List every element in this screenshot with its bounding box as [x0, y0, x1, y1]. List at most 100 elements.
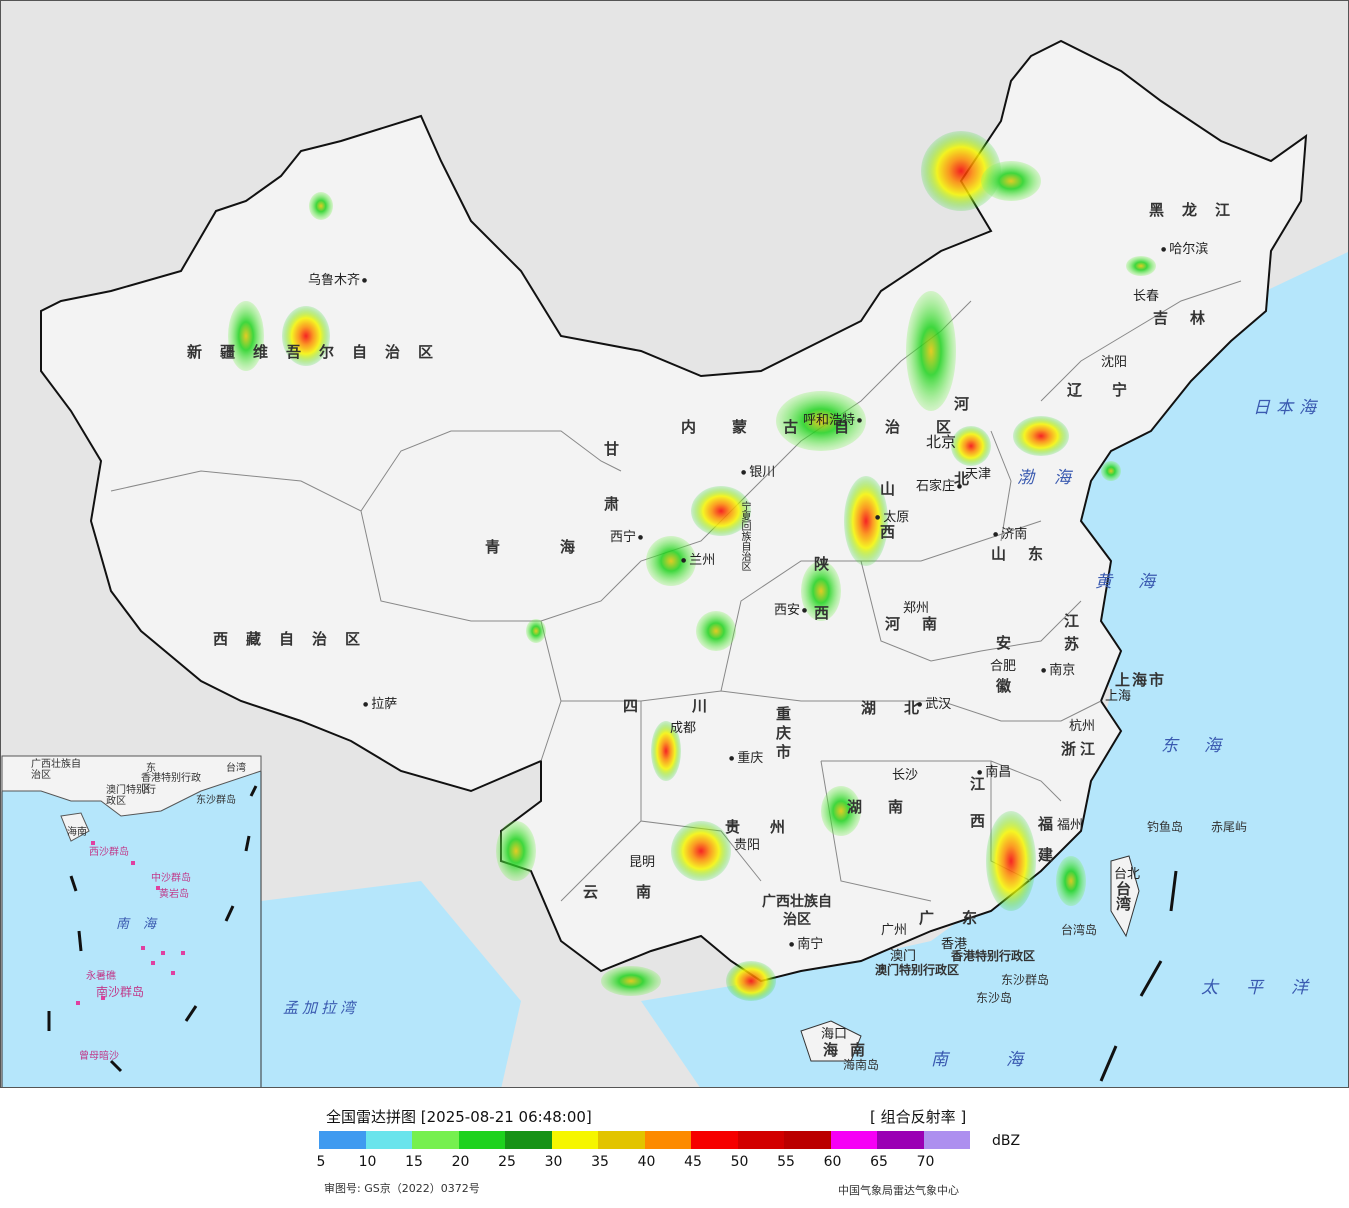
- island-chiwei: 赤尾屿: [1211, 820, 1248, 834]
- hainan-island: [800, 1020, 862, 1062]
- city-taiyuan: 太原: [875, 506, 909, 525]
- legend-title: 全国雷达拼图 [2025-08-21 06:48:00]: [326, 1108, 592, 1126]
- city-zhengzhou: 郑州: [903, 601, 930, 616]
- legend-swatch: [319, 1131, 366, 1149]
- legend-swatch: [644, 1131, 691, 1149]
- legend: 全国雷达拼图 [2025-08-21 06:48:00] [ 组合反射率 ] d…: [0, 1088, 1349, 1208]
- city-shijiazhuang: 石家庄: [916, 475, 962, 494]
- city-harbin: 哈尔滨: [1161, 238, 1208, 257]
- province-qinghai: 青海: [485, 538, 636, 556]
- city-lanzhou: 兰州: [681, 549, 715, 568]
- nine-dash-line: [47, 785, 1178, 1082]
- legend-tick: 45: [684, 1154, 702, 1170]
- city-nanjing: 南京: [1041, 659, 1075, 678]
- province-jiangxi: 江西: [968, 776, 986, 850]
- city-changsha: 长沙: [892, 768, 919, 783]
- inset-zengmu: 曾母暗沙: [79, 1051, 119, 1062]
- sea-south: 南海: [931, 1050, 1081, 1070]
- city-fuzhou: 福州: [1057, 818, 1084, 833]
- legend-swatch: [412, 1131, 459, 1149]
- city-changchun: 长春: [1133, 289, 1160, 304]
- legend-tick: 40: [637, 1154, 656, 1170]
- sea-bengal: 孟加拉湾: [283, 999, 360, 1017]
- color-bar: [319, 1131, 970, 1149]
- legend-swatch: [598, 1131, 645, 1149]
- city-hongkong: 香港: [941, 937, 968, 952]
- inset-taiwan: 台湾: [226, 763, 246, 774]
- city-jinan: 济南: [993, 523, 1027, 542]
- legend-swatch: [691, 1131, 738, 1149]
- inset-hk: 香港特别行政区: [141, 773, 201, 795]
- city-chongqing: 重庆: [729, 747, 763, 766]
- legend-swatch: [877, 1131, 924, 1149]
- inset-yongshu: 永暑礁: [86, 971, 116, 982]
- inset-hainan: 海南: [67, 827, 87, 838]
- province-guangdong: 广东: [919, 909, 1006, 927]
- region-hongkong: 香港特别行政区: [951, 949, 1036, 963]
- inset-dongsha: 东沙群岛: [196, 795, 236, 806]
- city-urumqi: 乌鲁木齐: [308, 269, 367, 288]
- inset-guangxi: 广西壮族自治区: [31, 759, 81, 781]
- inset-land: [1, 755, 262, 817]
- island-hainan: 海南岛: [843, 1058, 880, 1072]
- legend-swatch: [505, 1131, 552, 1149]
- inset-nansha: 南沙群岛: [96, 985, 145, 999]
- city-nanning: 南宁: [789, 933, 823, 952]
- province-ningxia: 宁夏回族自治区: [739, 501, 750, 571]
- province-xizang: 西藏自治区: [213, 630, 379, 648]
- legend-tick: 30: [544, 1154, 563, 1170]
- legend-swatch: [830, 1131, 877, 1149]
- city-yinchuan: 银川: [741, 461, 775, 480]
- city-xian: 西安: [774, 599, 807, 618]
- province-xinjiang: 新疆维吾尔自治区: [187, 343, 452, 361]
- island-diaoyu: 钓鱼岛: [1147, 820, 1184, 834]
- province-shanghai: 上海市: [1115, 671, 1167, 689]
- sea-japan: 日本海: [1253, 398, 1322, 418]
- radar-echoes: [228, 131, 1156, 1001]
- legend-tick: 15: [405, 1154, 423, 1170]
- province-shaanxi: 陕西: [812, 556, 830, 654]
- city-guiyang: 贵阳: [734, 838, 761, 853]
- city-lhasa: 拉萨: [363, 693, 397, 712]
- map-review-number: 审图号: GS京（2022）0372号: [324, 1182, 480, 1195]
- inset-nanhai: 南海: [116, 917, 171, 932]
- province-sichuan: 四川: [623, 697, 762, 715]
- legend-tick: 20: [451, 1154, 470, 1170]
- region-macau: 澳门特别行政区: [875, 963, 960, 977]
- city-taipei: 台北: [1114, 867, 1141, 882]
- legend-unit: dBZ: [992, 1133, 1021, 1149]
- city-kunming: 昆明: [629, 855, 656, 870]
- ocean: [641, 301, 1348, 1087]
- province-guangxi: 广西壮族自治区: [762, 894, 832, 928]
- city-tianjin: 天津: [965, 467, 992, 482]
- legend-tick: 65: [870, 1154, 888, 1170]
- province-taiwan: 台湾: [1114, 881, 1132, 911]
- sea-pacific: 太平洋: [1201, 978, 1336, 998]
- inset-xisha: 西沙群岛: [89, 847, 129, 858]
- province-hunan: 湖南: [847, 798, 930, 816]
- legend-swatch: [365, 1131, 412, 1149]
- legend-tick: 70: [916, 1154, 935, 1170]
- sea-east: 东海: [1161, 736, 1247, 756]
- legend-tick: 35: [591, 1154, 609, 1170]
- city-shenyang: 沈阳: [1101, 355, 1128, 370]
- inset-guangdong: 东: [146, 763, 156, 774]
- province-zhejiang: 浙江: [1061, 740, 1100, 758]
- legend-swatch: [923, 1131, 970, 1149]
- province-gansu: 甘肃: [602, 441, 620, 551]
- city-nanchang: 南昌: [977, 761, 1011, 780]
- island-dongsha: 东沙岛: [976, 991, 1013, 1005]
- province-jilin: 吉林: [1153, 309, 1228, 327]
- inset-islands: [76, 841, 185, 1005]
- city-hohhot: 呼和浩特: [803, 409, 862, 428]
- city-hefei: 合肥: [990, 659, 1017, 674]
- province-shandong: 山东: [991, 545, 1066, 563]
- japan-sea: [1181, 251, 1348, 451]
- province-henan: 河南: [885, 615, 960, 633]
- inset-macau: 澳门特别行政区: [106, 785, 156, 807]
- legend-tick: 25: [498, 1154, 516, 1170]
- province-yunnan: 云南: [583, 883, 690, 901]
- bengal-sea: [261, 881, 521, 1087]
- legend-tick: 5: [316, 1154, 326, 1170]
- map-canvas: [1, 39, 1348, 1087]
